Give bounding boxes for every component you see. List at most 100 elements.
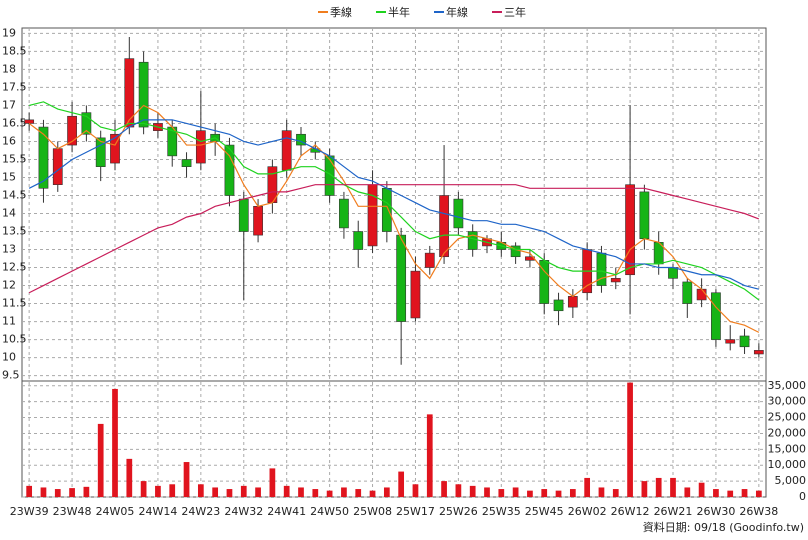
candle-body: [510, 245, 521, 258]
candle-body: [696, 288, 707, 301]
x-tick-label: 23W39: [10, 505, 49, 518]
y-tick-label: 17: [2, 98, 16, 111]
volume-bar: [555, 490, 562, 497]
volume-bar: [83, 486, 90, 497]
volume-bar: [326, 490, 333, 497]
volume-bar: [498, 489, 505, 497]
y-tick-label: 17.5: [2, 80, 27, 93]
y2-tick-label: 5,000: [775, 474, 807, 487]
candle-body: [224, 144, 235, 196]
volume-bar: [527, 490, 533, 497]
y-tick-label: 9.5: [2, 369, 20, 382]
candle-body: [110, 133, 120, 164]
volume-bar: [484, 487, 490, 497]
volume-bar: [97, 423, 104, 497]
candle-body: [711, 292, 721, 340]
x-tick-label: 24W50: [310, 505, 349, 518]
candle-body: [195, 130, 206, 164]
y2-tick-label: 0: [799, 490, 806, 503]
volume-bar: [727, 490, 734, 497]
volume-bar: [40, 487, 47, 497]
legend-label: 半年: [388, 5, 410, 19]
volume-bar: [155, 485, 161, 497]
candle-body: [339, 198, 349, 229]
candle-body: [410, 270, 421, 319]
volume-bar: [684, 487, 691, 497]
candle-body: [381, 187, 392, 232]
volume-bar: [741, 489, 748, 497]
candle-body: [367, 184, 378, 247]
volume-bar: [369, 490, 376, 497]
volume-bar: [69, 488, 75, 497]
volume-bar: [212, 487, 219, 497]
volume-bar: [26, 485, 33, 497]
y-tick-label: 16: [2, 134, 16, 147]
candle-body: [52, 148, 63, 185]
x-tick-label: 24W41: [267, 505, 306, 518]
ma-line: [28, 119, 759, 290]
candle-body: [610, 278, 621, 283]
volume-bar: [441, 481, 447, 497]
candle-body: [253, 206, 263, 236]
volume-bar: [312, 489, 319, 497]
legend-label: 年線: [446, 5, 468, 19]
x-tick-label: 26W38: [739, 505, 778, 518]
volume-bar: [112, 388, 118, 497]
y-tick-label: 16.5: [2, 116, 27, 129]
volume-bar: [713, 489, 719, 497]
volume-bar: [569, 489, 576, 497]
volume-bar: [512, 487, 519, 497]
volume-bar: [298, 487, 304, 497]
volume-bar: [383, 487, 390, 497]
volume-bar: [641, 481, 648, 497]
candle-body: [668, 267, 678, 279]
volume-bar: [283, 485, 290, 497]
x-tick-label: 26W02: [568, 505, 607, 518]
volume-bar: [469, 485, 476, 497]
volume-bar: [426, 414, 433, 497]
volume-bar: [698, 482, 705, 497]
volume-bar: [655, 477, 662, 497]
candle-body: [81, 112, 92, 135]
candle-body: [596, 252, 607, 286]
x-tick-label: 25W35: [482, 505, 521, 518]
x-tick-label: 26W12: [611, 505, 650, 518]
volume-bar: [240, 485, 247, 497]
candle-body: [38, 126, 49, 189]
y-tick-label: 15: [2, 170, 16, 183]
volume-bar: [126, 458, 133, 497]
volume-bar: [612, 489, 619, 497]
candle-body: [453, 198, 464, 229]
volume-bar: [197, 484, 204, 497]
y-tick-label: 18.5: [2, 44, 27, 57]
candle-body: [238, 198, 249, 232]
y-tick-label: 18: [2, 62, 16, 75]
candle-body: [296, 133, 306, 146]
candle-body: [639, 191, 650, 240]
candle-body: [281, 130, 292, 171]
x-tick-label: 26W30: [696, 505, 735, 518]
candle-body: [181, 159, 192, 167]
candle-body: [725, 339, 736, 344]
x-tick-label: 25W17: [396, 505, 435, 518]
y-tick-label: 13: [2, 243, 16, 256]
candle-body: [396, 234, 407, 322]
candle-body: [753, 350, 764, 355]
y2-tick-label: 10,000: [768, 458, 807, 471]
volume-bar: [255, 487, 261, 497]
volume-bar: [398, 471, 405, 497]
candle-body: [739, 335, 750, 348]
x-tick-label: 25W08: [353, 505, 392, 518]
volume-bar: [341, 487, 347, 497]
y-tick-label: 19: [2, 26, 16, 39]
volume-bar: [54, 489, 61, 497]
y-tick-label: 15.5: [2, 152, 27, 165]
y-tick-label: 12.5: [2, 261, 27, 274]
volume-bar: [140, 481, 147, 497]
candle-body: [625, 184, 635, 276]
y-tick-label: 14: [2, 207, 16, 220]
y-tick-label: 14.5: [2, 188, 27, 201]
x-tick-label: 26W21: [654, 505, 693, 518]
x-tick-label: 24W14: [138, 505, 177, 518]
x-tick-label: 24W32: [224, 505, 263, 518]
